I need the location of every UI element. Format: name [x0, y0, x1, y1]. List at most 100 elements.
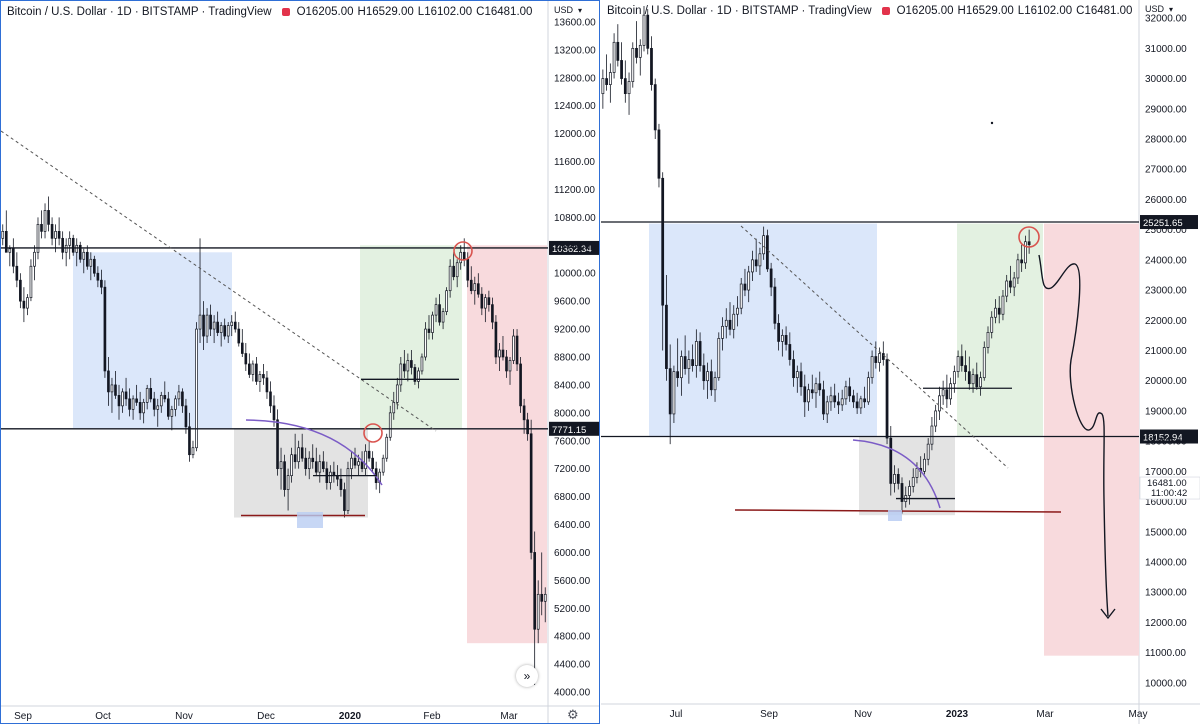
- y-tick-label: 6400.00: [554, 520, 591, 531]
- gear-icon[interactable]: ⚙: [567, 707, 579, 722]
- candle-body: [19, 279, 22, 302]
- y-tick-label: 30000.00: [1145, 74, 1187, 85]
- candle: [64, 238, 68, 267]
- candle-body: [152, 398, 156, 410]
- candle-body: [50, 224, 54, 239]
- candle-body: [952, 371, 956, 385]
- candle: [769, 262, 773, 297]
- candle: [508, 356, 512, 385]
- candle-body: [758, 253, 762, 267]
- y-tick-label: 5600.00: [554, 576, 591, 587]
- candle-body: [784, 335, 788, 345]
- chart-panel-right[interactable]: 25251.65 18152.94 32000.00 31000.00 30000.00…: [601, 0, 1200, 724]
- candle: [142, 398, 145, 424]
- candle: [145, 384, 149, 410]
- chart-panel-left[interactable]: 10362.34 7771.15 13600.00 13200.00 12800.00 1…: [0, 0, 600, 724]
- accumulation-zone: [73, 252, 232, 429]
- y-tick-label: 5200.00: [554, 604, 591, 615]
- candle: [4, 210, 8, 253]
- candle: [329, 465, 332, 490]
- stray-dot: [990, 121, 994, 125]
- candle: [89, 252, 93, 281]
- candle-body: [276, 419, 279, 470]
- dashed-trendline[interactable]: [740, 225, 1009, 469]
- candle-body: [529, 433, 533, 553]
- y-tick-label: 10400.00: [554, 241, 596, 252]
- y-tick-label: 7200.00: [554, 464, 591, 475]
- candle: [68, 231, 72, 260]
- x-tick-label: Sep: [760, 709, 778, 720]
- candle-body: [893, 474, 896, 484]
- y-tick-label: 12400.00: [554, 101, 596, 112]
- target-circle[interactable]: [1018, 226, 1040, 248]
- candle: [410, 350, 413, 375]
- candle: [491, 297, 494, 330]
- y-tick-label: 6000.00: [554, 548, 591, 559]
- candle: [198, 238, 202, 344]
- candle-body: [240, 342, 244, 354]
- breakout-circle[interactable]: [363, 423, 383, 443]
- candle-body: [343, 489, 346, 511]
- candle: [612, 33, 616, 79]
- candle-body: [799, 371, 803, 388]
- candle: [975, 362, 979, 390]
- candle-body: [360, 461, 364, 470]
- candle-body: [747, 271, 751, 291]
- candle-body: [12, 248, 15, 267]
- candle-body: [371, 457, 374, 470]
- candle-body: [307, 457, 311, 470]
- candle-body: [900, 483, 904, 502]
- candle-body: [665, 304, 668, 369]
- candle-body: [739, 283, 743, 309]
- candle-body: [438, 304, 441, 323]
- symbol-title[interactable]: Bitcoin / U.S. Dollar · 1D · BITSTAMP · …: [7, 6, 272, 18]
- candle: [616, 24, 620, 67]
- candle: [792, 350, 795, 387]
- candle: [967, 356, 971, 390]
- candle-body: [170, 408, 174, 417]
- projected-path[interactable]: [1038, 254, 1109, 617]
- candle: [33, 245, 36, 281]
- candle: [519, 356, 522, 413]
- candle: [448, 259, 452, 298]
- chart-canvas-left[interactable]: 10362.34 7771.15 13600.00 13200.00 12800.00 1…: [1, 1, 600, 724]
- candle: [152, 391, 156, 417]
- candle: [403, 350, 406, 378]
- target-circle[interactable]: [453, 241, 473, 261]
- candle-body: [195, 328, 198, 449]
- candle: [982, 341, 986, 381]
- candle: [269, 381, 272, 413]
- symbol-title[interactable]: Bitcoin / U.S. Dollar · 1D · BITSTAMP · …: [607, 5, 872, 17]
- candle-body: [68, 237, 72, 246]
- candle: [863, 386, 866, 408]
- candle-body: [866, 377, 870, 403]
- price-level-label: 25251.65: [1143, 218, 1183, 229]
- candle-body: [807, 389, 810, 403]
- scroll-to-realtime-button[interactable]: »: [516, 665, 538, 687]
- candle: [293, 433, 297, 469]
- dashed-trendline[interactable]: [1, 130, 437, 432]
- candle-body: [930, 425, 934, 445]
- candle-body: [762, 235, 766, 255]
- candle: [923, 453, 926, 475]
- candle-body: [329, 471, 332, 483]
- chevron-down-icon: ▾: [1169, 5, 1173, 14]
- candle: [661, 172, 665, 351]
- chart-canvas-right[interactable]: 25251.65 18152.94 32000.00 31000.00 30000.00…: [601, 0, 1200, 724]
- candle: [385, 433, 389, 462]
- currency-label: USD: [554, 5, 574, 15]
- candle: [762, 226, 766, 260]
- candle-body: [743, 283, 747, 291]
- candle-body: [36, 224, 40, 253]
- rounding-top-curve[interactable]: [852, 439, 941, 509]
- candle-body: [960, 356, 964, 366]
- candle: [536, 580, 540, 644]
- candle: [434, 297, 438, 323]
- candle-body: [184, 405, 188, 428]
- ohlc-close: C16481.00: [476, 6, 533, 18]
- candle: [844, 380, 848, 405]
- candle: [100, 269, 103, 295]
- rounding-top-curve[interactable]: [245, 419, 383, 486]
- candle-body: [177, 391, 181, 400]
- candle: [96, 266, 100, 288]
